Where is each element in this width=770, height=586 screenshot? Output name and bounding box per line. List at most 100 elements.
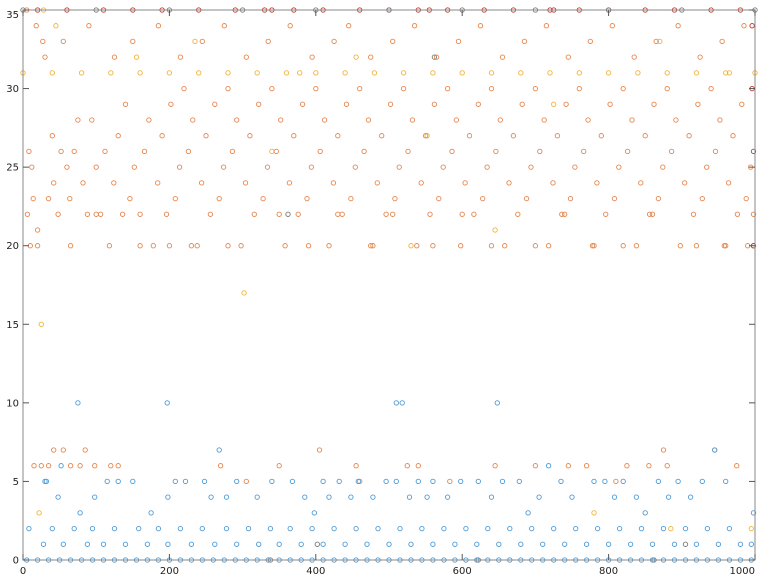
data-point [686, 133, 692, 139]
data-point [199, 525, 205, 532]
data-point [198, 180, 205, 186]
data-point [53, 23, 59, 29]
data-point [267, 525, 274, 532]
data-point [122, 101, 129, 107]
data-point [298, 541, 304, 547]
data-point [390, 211, 396, 217]
data-point [406, 494, 413, 500]
data-point [330, 180, 337, 186]
data-point [664, 463, 670, 469]
data-point [453, 117, 459, 123]
data-point [84, 541, 91, 547]
data-point [370, 243, 376, 249]
data-point [587, 38, 593, 45]
data-point [217, 463, 224, 469]
data-point [242, 180, 249, 186]
data-point [436, 195, 442, 202]
data-point [545, 243, 552, 249]
data-point [605, 70, 612, 76]
data-point [576, 70, 582, 76]
data-point [750, 510, 757, 516]
data-point [26, 148, 32, 155]
data-point [603, 211, 609, 217]
data-point [353, 54, 359, 60]
data-point [302, 494, 308, 500]
data-point [75, 117, 81, 123]
data-point [516, 478, 522, 485]
data-point [223, 525, 230, 532]
data-point [104, 478, 110, 485]
data-point [286, 180, 293, 186]
data-point [458, 478, 464, 485]
data-point [408, 541, 414, 547]
data-point [458, 243, 464, 249]
data-point [31, 463, 37, 469]
data-point [357, 85, 363, 92]
data-point [185, 148, 192, 155]
data-point [609, 23, 615, 29]
data-point [693, 70, 700, 76]
y-tick-label: 10 [6, 398, 19, 409]
data-point [42, 54, 48, 60]
data-point [562, 541, 568, 547]
data-point [477, 23, 484, 29]
data-point [260, 195, 266, 202]
data-point [194, 243, 200, 249]
y-tick-label: 35 [6, 10, 19, 21]
data-point [573, 525, 579, 532]
data-point [493, 148, 499, 155]
data-point [449, 148, 455, 155]
data-point [475, 478, 481, 485]
data-point [285, 211, 291, 217]
data-point [238, 243, 244, 249]
y-tick-label: 30 [6, 84, 19, 95]
data-point [29, 164, 35, 170]
data-point [181, 85, 187, 92]
data-point [717, 117, 723, 123]
data-point [30, 195, 36, 202]
data-point [444, 494, 451, 500]
data-point [638, 180, 644, 186]
data-point [342, 541, 348, 547]
y-tick-label: 5 [13, 477, 19, 488]
data-point [168, 101, 174, 107]
data-point [492, 463, 498, 469]
data-point [352, 164, 358, 170]
data-point [521, 38, 528, 45]
data-point [309, 525, 315, 532]
data-point [633, 494, 640, 500]
data-point [304, 195, 310, 202]
data-point [165, 541, 171, 547]
data-point [207, 211, 214, 217]
data-point [699, 195, 705, 202]
data-point [40, 541, 47, 547]
x-tick-label: 600 [453, 566, 472, 577]
data-point [370, 494, 376, 500]
data-point [60, 447, 66, 453]
data-point [331, 38, 337, 45]
data-point [545, 463, 552, 469]
data-point [743, 195, 749, 202]
data-point [532, 243, 539, 249]
data-point [251, 211, 257, 217]
data-point [693, 541, 700, 547]
data-point [480, 195, 486, 202]
data-point [311, 510, 317, 516]
data-point [737, 541, 744, 547]
data-point [182, 478, 189, 485]
data-point [245, 525, 252, 532]
data-point [424, 494, 430, 500]
data-point [471, 211, 477, 217]
data-point [430, 478, 436, 485]
data-point [671, 541, 678, 547]
data-point [368, 243, 374, 249]
data-point [93, 211, 99, 217]
data-point [278, 117, 284, 123]
data-point [488, 70, 495, 76]
data-point [515, 211, 521, 217]
data-point [518, 70, 524, 76]
data-point [326, 243, 332, 249]
data-point [581, 148, 587, 155]
